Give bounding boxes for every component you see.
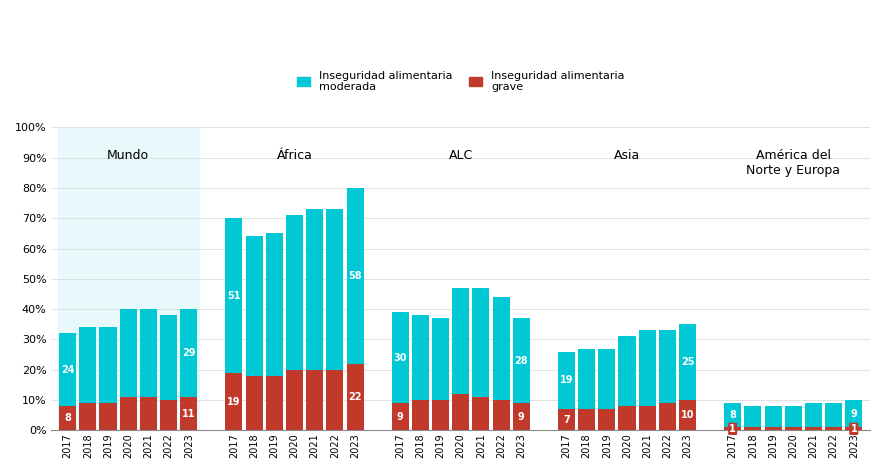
Bar	[327, 370, 343, 430]
Text: 7: 7	[563, 415, 570, 425]
Bar	[619, 336, 635, 406]
Text: 28: 28	[514, 356, 528, 366]
Bar	[99, 327, 117, 403]
Text: 58: 58	[349, 271, 362, 281]
Bar	[306, 209, 323, 370]
Bar	[327, 209, 343, 370]
Text: 9: 9	[518, 412, 525, 422]
Bar	[679, 400, 696, 430]
Text: 25: 25	[681, 357, 695, 367]
Bar	[306, 370, 323, 430]
Bar	[119, 397, 137, 430]
Bar	[658, 330, 676, 403]
Bar	[558, 351, 575, 409]
Bar	[493, 297, 510, 400]
Text: Mundo: Mundo	[107, 149, 150, 162]
Bar	[578, 409, 595, 430]
Bar	[59, 333, 76, 406]
Bar	[286, 215, 303, 370]
Bar	[181, 309, 197, 397]
Bar	[825, 427, 843, 430]
Bar	[452, 394, 469, 430]
Bar	[512, 318, 530, 403]
Bar	[245, 376, 263, 430]
Legend: Inseguridad alimentaria
moderada, Inseguridad alimentaria
grave: Inseguridad alimentaria moderada, Insegu…	[292, 66, 629, 97]
Bar	[493, 400, 510, 430]
Bar	[391, 312, 409, 403]
Bar	[473, 288, 489, 397]
Text: 29: 29	[182, 348, 196, 358]
Text: 9: 9	[850, 409, 858, 419]
Bar	[639, 406, 656, 430]
Text: 22: 22	[349, 392, 362, 402]
Bar	[140, 397, 157, 430]
Bar	[804, 403, 822, 427]
Bar	[639, 330, 656, 406]
Bar	[412, 315, 429, 400]
Bar	[391, 403, 409, 430]
Bar	[825, 403, 843, 427]
Text: 1: 1	[729, 424, 736, 434]
Bar	[140, 309, 157, 397]
Bar	[412, 400, 429, 430]
Bar	[266, 376, 283, 430]
Text: 24: 24	[61, 365, 74, 375]
Bar	[744, 427, 761, 430]
Text: 10: 10	[681, 410, 695, 420]
Bar	[558, 409, 575, 430]
Bar	[765, 406, 781, 427]
Bar	[226, 219, 242, 373]
Bar	[245, 236, 263, 376]
Bar	[432, 400, 449, 430]
Bar	[724, 427, 742, 430]
Text: 51: 51	[227, 290, 241, 300]
Bar	[679, 324, 696, 400]
Bar	[744, 406, 761, 427]
Bar	[266, 234, 283, 376]
Bar	[845, 400, 862, 427]
Bar	[619, 406, 635, 430]
Bar	[765, 427, 781, 430]
Bar	[119, 309, 137, 397]
Bar	[59, 406, 76, 430]
Text: 9: 9	[396, 412, 404, 422]
Bar	[598, 349, 615, 409]
Text: Asia: Asia	[614, 149, 640, 162]
Bar	[99, 403, 117, 430]
Text: 19: 19	[559, 376, 573, 385]
Bar	[804, 427, 822, 430]
Text: 8: 8	[729, 410, 736, 420]
Bar	[286, 370, 303, 430]
Bar	[512, 403, 530, 430]
Bar	[452, 288, 469, 394]
Bar	[58, 127, 199, 430]
Bar	[181, 397, 197, 430]
Bar	[598, 409, 615, 430]
Bar	[80, 327, 96, 403]
Bar	[845, 427, 862, 430]
Text: 8: 8	[65, 413, 71, 423]
Bar	[785, 427, 802, 430]
Bar	[160, 315, 177, 400]
Bar	[578, 349, 595, 409]
Bar	[658, 403, 676, 430]
Bar	[347, 188, 364, 364]
Bar	[785, 406, 802, 427]
Bar	[160, 400, 177, 430]
Text: África: África	[276, 149, 312, 162]
Text: ALC: ALC	[449, 149, 473, 162]
Text: 30: 30	[394, 353, 407, 363]
Bar	[80, 403, 96, 430]
Bar	[347, 364, 364, 430]
Bar	[724, 403, 742, 427]
Text: 11: 11	[182, 409, 196, 419]
Bar	[226, 373, 242, 430]
Bar	[432, 318, 449, 400]
Text: 1: 1	[850, 424, 858, 434]
Text: 19: 19	[227, 396, 241, 407]
Text: América del
Norte y Europa: América del Norte y Europa	[746, 149, 840, 176]
Bar	[473, 397, 489, 430]
